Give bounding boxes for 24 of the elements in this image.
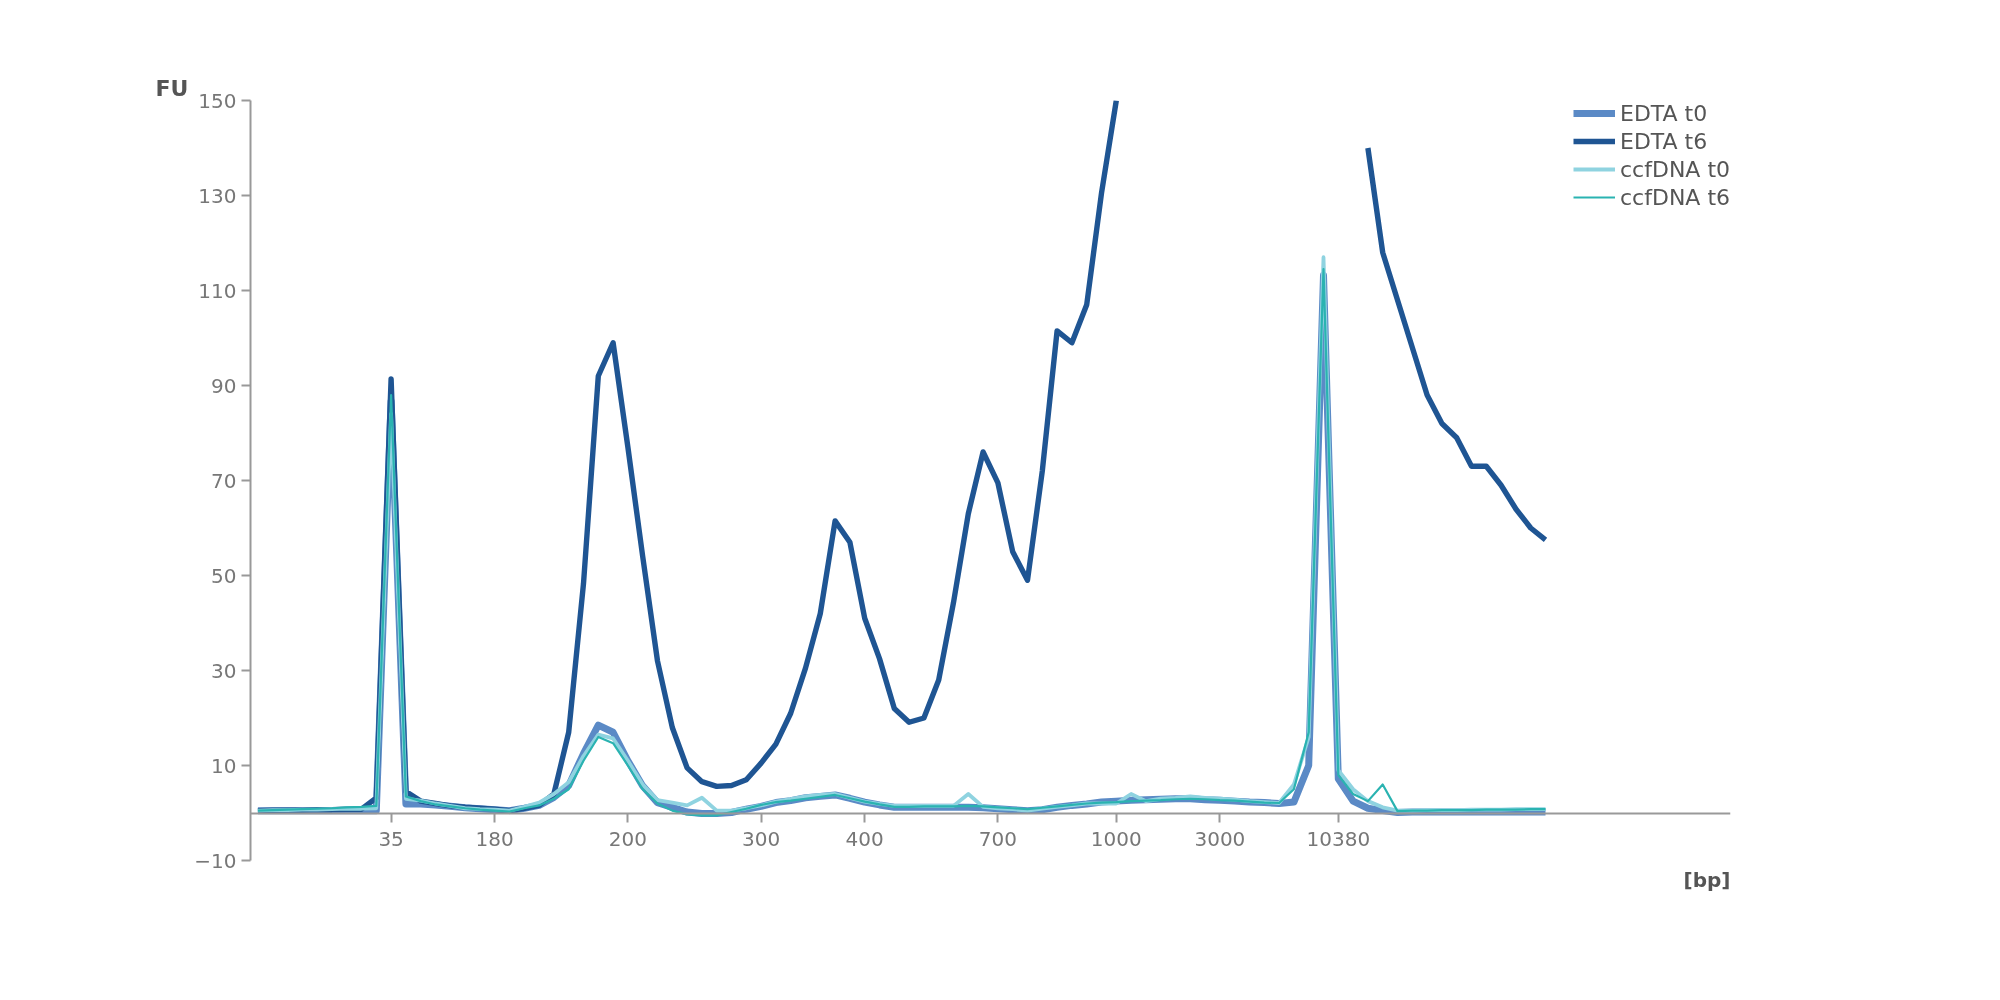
y-tick-label: 70 <box>211 468 237 493</box>
legend-label: ccfDNA t0 <box>1620 156 1730 182</box>
legend-label: EDTA t0 <box>1620 100 1708 126</box>
y-tick-label: 130 <box>198 183 237 208</box>
x-tick-label: 200 <box>608 827 647 851</box>
x-axis-title: [bp] <box>1683 867 1731 892</box>
x-tick-label: 1000 <box>1090 827 1142 851</box>
x-tick-label: 35 <box>378 827 404 851</box>
y-tick-label: −10 <box>194 848 237 873</box>
y-axis-title: FU <box>155 75 189 101</box>
y-tick-label: 150 <box>198 88 237 113</box>
x-tick-label: 10380 <box>1306 827 1371 851</box>
x-tick-label: 700 <box>978 827 1017 851</box>
x-tick-label: 3000 <box>1194 827 1246 851</box>
x-tick-label: 180 <box>475 827 514 851</box>
y-tick-label: 30 <box>211 658 237 683</box>
y-tick-label: 90 <box>211 373 237 398</box>
y-tick-label: 50 <box>211 563 237 588</box>
x-tick-label: 300 <box>742 827 781 851</box>
legend-label: EDTA t6 <box>1620 128 1708 154</box>
y-tick-label: 10 <box>211 753 237 778</box>
x-tick-label: 400 <box>845 827 884 851</box>
legend-label: ccfDNA t6 <box>1620 184 1730 210</box>
y-tick-label: 110 <box>198 278 237 303</box>
